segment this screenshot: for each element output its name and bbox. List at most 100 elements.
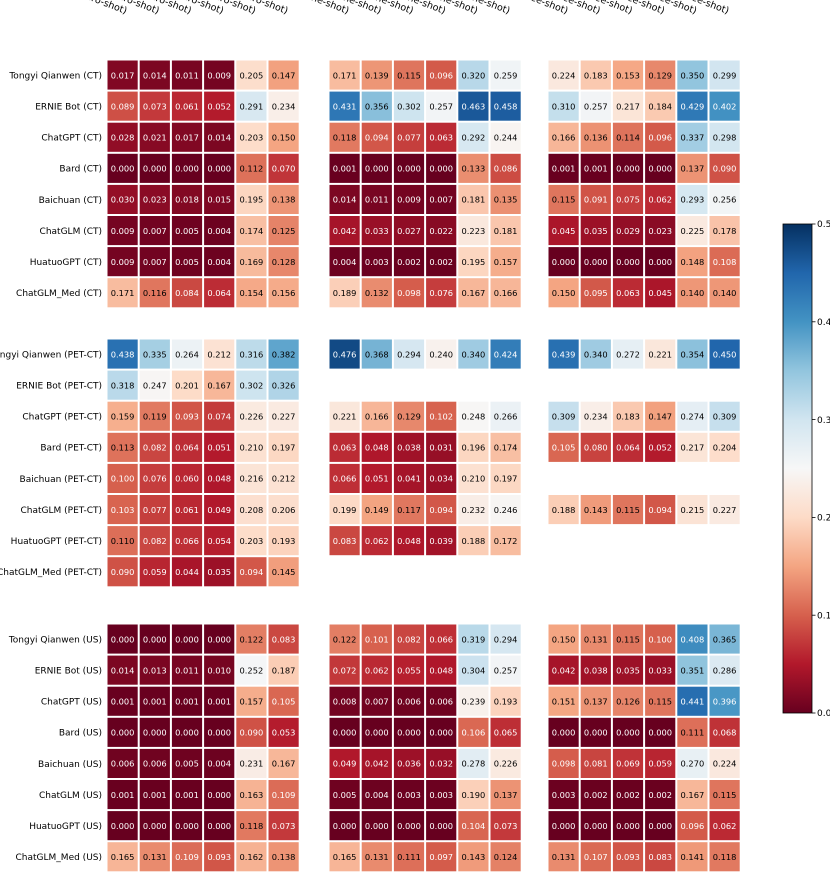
heatmap-cell: [645, 780, 676, 810]
cell-value-label: 0.221: [333, 411, 357, 421]
cell-value-label: 0.183: [584, 70, 608, 80]
heatmap-cell: [236, 463, 267, 493]
cell-value-label: 0.257: [429, 101, 453, 111]
cell-value-label: 0.139: [365, 70, 389, 80]
cell-value-label: 0.000: [175, 821, 199, 831]
row-label: ChatGLM (PET-CT): [21, 506, 102, 516]
cell-value-label: 0.140: [713, 288, 737, 298]
cell-value-label: 0.319: [462, 634, 486, 644]
heatmap-cell: [612, 184, 644, 214]
heatmap-cell: [580, 122, 611, 152]
cell-value-label: 0.227: [713, 505, 737, 515]
cell-value-label: 0.429: [681, 101, 705, 111]
cell-value-label: 0.005: [333, 790, 357, 800]
cell-value-label: 0.197: [272, 443, 296, 453]
cell-value-label: 0.133: [462, 164, 486, 174]
cell-value-label: 0.039: [429, 536, 453, 546]
cell-value-label: 0.239: [462, 696, 486, 706]
heatmap-cell: [268, 339, 299, 369]
heatmap-cell: [458, 278, 489, 308]
heatmap-cell: [361, 432, 392, 462]
cell-value-label: 0.059: [648, 759, 672, 769]
cell-value-label: 0.252: [240, 665, 264, 675]
cell-value-label: 0.181: [494, 226, 518, 236]
cell-value-label: 0.286: [713, 665, 737, 675]
cell-value-label: 0.196: [462, 443, 486, 453]
heatmap-cell: [393, 526, 425, 556]
heatmap-cell: [361, 401, 392, 431]
heatmap-cell: [645, 216, 676, 246]
heatmap-cell: [580, 60, 611, 90]
cell-value-label: 0.270: [681, 759, 705, 769]
cell-value-label: 0.000: [397, 821, 421, 831]
heatmap-cell: [458, 247, 489, 277]
heatmap-cell: [677, 153, 708, 183]
heatmap-cell: [490, 811, 521, 841]
cell-value-label: 0.000: [111, 164, 135, 174]
cell-value-label: 0.011: [175, 70, 199, 80]
cell-value-label: 0.299: [713, 70, 737, 80]
cell-value-label: 0.124: [494, 852, 518, 862]
cell-value-label: 0.082: [143, 536, 167, 546]
heatmap-cell: [426, 686, 457, 716]
cell-value-label: 0.048: [207, 474, 231, 484]
cell-value-label: 0.023: [648, 226, 672, 236]
cell-value-label: 0.000: [429, 164, 453, 174]
cell-value-label: 0.189: [333, 288, 357, 298]
cell-value-label: 0.041: [397, 474, 421, 484]
heatmap-cell: [426, 780, 457, 810]
cell-value-label: 0.001: [584, 164, 608, 174]
heatmap-cell: [139, 655, 170, 685]
heatmap-cell: [580, 686, 611, 716]
cell-value-label: 0.007: [429, 195, 453, 205]
cell-value-label: 0.066: [429, 634, 453, 644]
cell-value-label: 0.029: [616, 226, 640, 236]
heatmap-cell: [709, 717, 740, 747]
cell-value-label: 0.082: [397, 634, 421, 644]
heatmap-cell: [612, 748, 644, 778]
cell-value-label: 0.438: [111, 349, 135, 359]
cell-value-label: 0.064: [175, 443, 199, 453]
cell-value-label: 0.059: [143, 567, 167, 577]
cell-value-label: 0.184: [648, 101, 672, 111]
heatmap-cell: [361, 780, 392, 810]
colorbar-tick-label: 0.5: [817, 220, 830, 230]
heatmap-cell: [268, 370, 299, 400]
heatmap-cell: [612, 91, 644, 121]
heatmap-cell: [361, 339, 392, 369]
heatmap-cell: [490, 748, 521, 778]
heatmap-cell: [107, 557, 138, 587]
column-headers: BLEU1 (zero-shot)BLEU2 (zero-shot)BLEU3 …: [45, 0, 731, 17]
cell-value-label: 0.051: [365, 474, 389, 484]
heatmap-cell: [361, 495, 392, 525]
heatmap-cell: [171, 247, 203, 277]
cell-value-label: 0.000: [365, 728, 389, 738]
cell-value-label: 0.143: [462, 852, 486, 862]
cell-value-label: 0.424: [494, 349, 518, 359]
row-label: ERNIE Bot (US): [35, 666, 102, 676]
heatmap-cell: [490, 401, 521, 431]
heatmap-cell: [677, 184, 708, 214]
heatmap-cell: [393, 655, 425, 685]
cell-value-label: 0.004: [207, 226, 231, 236]
cell-value-label: 0.125: [272, 226, 296, 236]
cell-value-label: 0.195: [462, 257, 486, 267]
heatmap-cell: [709, 60, 740, 90]
cell-value-label: 0.048: [429, 665, 453, 675]
row-label: HuatuoGPT (CT): [30, 258, 102, 268]
heatmap-cell: [426, 463, 457, 493]
cell-value-label: 0.014: [143, 70, 167, 80]
heatmap-cell: [677, 811, 708, 841]
heatmap-cell: [236, 717, 267, 747]
heatmap-cell: [677, 216, 708, 246]
cell-value-label: 0.115: [397, 70, 421, 80]
cell-value-label: 0.337: [681, 132, 705, 142]
cell-value-label: 0.135: [494, 195, 518, 205]
cell-value-label: 0.122: [333, 634, 357, 644]
heatmap-cell: [548, 247, 579, 277]
cell-value-label: 0.131: [552, 852, 576, 862]
cell-value-label: 0.034: [429, 474, 453, 484]
cell-value-label: 0.156: [272, 288, 296, 298]
cell-value-label: 0.003: [552, 790, 576, 800]
